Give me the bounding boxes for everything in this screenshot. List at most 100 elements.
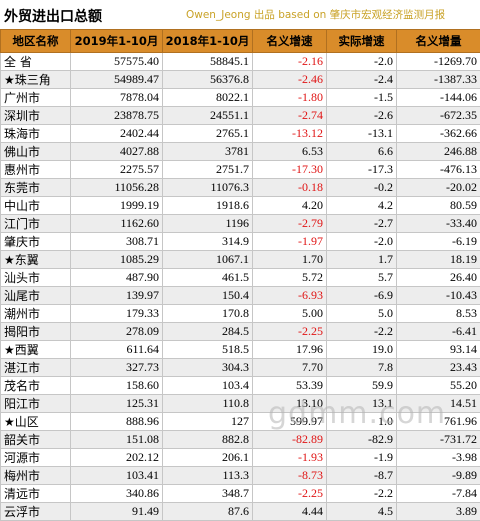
value-2019-cell: 487.90: [71, 269, 163, 287]
region-cell: 清远市: [1, 485, 71, 503]
value-2019-cell: 54989.47: [71, 71, 163, 89]
nominal-growth-cell: 6.53: [253, 143, 327, 161]
value-2019-cell: 2402.44: [71, 125, 163, 143]
real-growth-cell: -82.9: [327, 431, 397, 449]
value-2018-cell: 1067.1: [163, 251, 253, 269]
real-growth-cell: 5.7: [327, 269, 397, 287]
nominal-increment-cell: -672.35: [397, 107, 480, 125]
page-header: 外贸进出口总额 Owen_Jeong 出品 based on 肇庆市宏观经济监测…: [0, 0, 480, 29]
value-2018-cell: 314.9: [163, 233, 253, 251]
region-cell: 云浮市: [1, 503, 71, 521]
value-2018-cell: 1196: [163, 215, 253, 233]
nominal-increment-cell: -476.13: [397, 161, 480, 179]
nominal-increment-cell: 23.43: [397, 359, 480, 377]
col-header-nominal-increment[interactable]: 名义增量: [397, 30, 480, 53]
region-cell: ★东翼: [1, 251, 71, 269]
nominal-increment-cell: -362.66: [397, 125, 480, 143]
region-cell: 东莞市: [1, 179, 71, 197]
col-header-2018[interactable]: 2018年1-10月: [163, 30, 253, 53]
nominal-increment-cell: -1269.70: [397, 53, 480, 71]
value-2018-cell: 304.3: [163, 359, 253, 377]
nominal-growth-cell: 53.39: [253, 377, 327, 395]
region-cell: 潮州市: [1, 305, 71, 323]
real-growth-cell: 6.6: [327, 143, 397, 161]
nominal-increment-cell: 18.19: [397, 251, 480, 269]
nominal-increment-cell: 26.40: [397, 269, 480, 287]
region-cell: ★山区: [1, 413, 71, 431]
value-2018-cell: 3781: [163, 143, 253, 161]
nominal-increment-cell: -20.02: [397, 179, 480, 197]
value-2019-cell: 1999.19: [71, 197, 163, 215]
real-growth-cell: -2.6: [327, 107, 397, 125]
nominal-growth-cell: -1.80: [253, 89, 327, 107]
real-growth-cell: -17.3: [327, 161, 397, 179]
region-cell: 江门市: [1, 215, 71, 233]
value-2018-cell: 56376.8: [163, 71, 253, 89]
col-header-region[interactable]: 地区名称: [1, 30, 71, 53]
col-header-nominal-growth[interactable]: 名义增速: [253, 30, 327, 53]
region-cell: 佛山市: [1, 143, 71, 161]
nominal-increment-cell: 93.14: [397, 341, 480, 359]
real-growth-cell: -1.9: [327, 449, 397, 467]
col-header-2019[interactable]: 2019年1-10月: [71, 30, 163, 53]
value-2019-cell: 91.49: [71, 503, 163, 521]
real-growth-cell: -2.2: [327, 485, 397, 503]
nominal-increment-cell: -144.06: [397, 89, 480, 107]
real-growth-cell: 1.0: [327, 413, 397, 431]
region-cell: ★西翼: [1, 341, 71, 359]
region-cell: 揭阳市: [1, 323, 71, 341]
region-cell: ★珠三角: [1, 71, 71, 89]
real-growth-cell: -6.9: [327, 287, 397, 305]
value-2018-cell: 284.5: [163, 323, 253, 341]
nominal-growth-cell: -2.79: [253, 215, 327, 233]
value-2018-cell: 103.4: [163, 377, 253, 395]
value-2019-cell: 23878.75: [71, 107, 163, 125]
value-2019-cell: 151.08: [71, 431, 163, 449]
nominal-growth-cell: -1.97: [253, 233, 327, 251]
nominal-growth-cell: 4.44: [253, 503, 327, 521]
real-growth-cell: -2.0: [327, 233, 397, 251]
nominal-growth-cell: 5.00: [253, 305, 327, 323]
value-2019-cell: 4027.88: [71, 143, 163, 161]
value-2018-cell: 8022.1: [163, 89, 253, 107]
nominal-growth-cell: -13.12: [253, 125, 327, 143]
value-2019-cell: 611.64: [71, 341, 163, 359]
real-growth-cell: 7.8: [327, 359, 397, 377]
real-growth-cell: 13.1: [327, 395, 397, 413]
nominal-growth-cell: -0.18: [253, 179, 327, 197]
value-2019-cell: 158.60: [71, 377, 163, 395]
value-2018-cell: 170.8: [163, 305, 253, 323]
value-2018-cell: 58845.1: [163, 53, 253, 71]
nominal-increment-cell: 8.53: [397, 305, 480, 323]
region-cell: 中山市: [1, 197, 71, 215]
region-cell: 广州市: [1, 89, 71, 107]
value-2018-cell: 11076.3: [163, 179, 253, 197]
value-2019-cell: 1162.60: [71, 215, 163, 233]
nominal-growth-cell: -17.30: [253, 161, 327, 179]
value-2018-cell: 110.8: [163, 395, 253, 413]
nominal-growth-cell: -6.93: [253, 287, 327, 305]
region-cell: 韶关市: [1, 431, 71, 449]
nominal-increment-cell: -33.40: [397, 215, 480, 233]
nominal-increment-cell: -7.84: [397, 485, 480, 503]
col-header-real-growth[interactable]: 实际增速: [327, 30, 397, 53]
nominal-growth-cell: 4.20: [253, 197, 327, 215]
value-2018-cell: 206.1: [163, 449, 253, 467]
credit-note: Owen_Jeong 出品 based on 肇庆市宏观经济监测月报: [186, 7, 445, 22]
value-2019-cell: 1085.29: [71, 251, 163, 269]
nominal-growth-cell: -1.93: [253, 449, 327, 467]
real-growth-cell: -2.4: [327, 71, 397, 89]
real-growth-cell: -0.2: [327, 179, 397, 197]
real-growth-cell: 4.5: [327, 503, 397, 521]
